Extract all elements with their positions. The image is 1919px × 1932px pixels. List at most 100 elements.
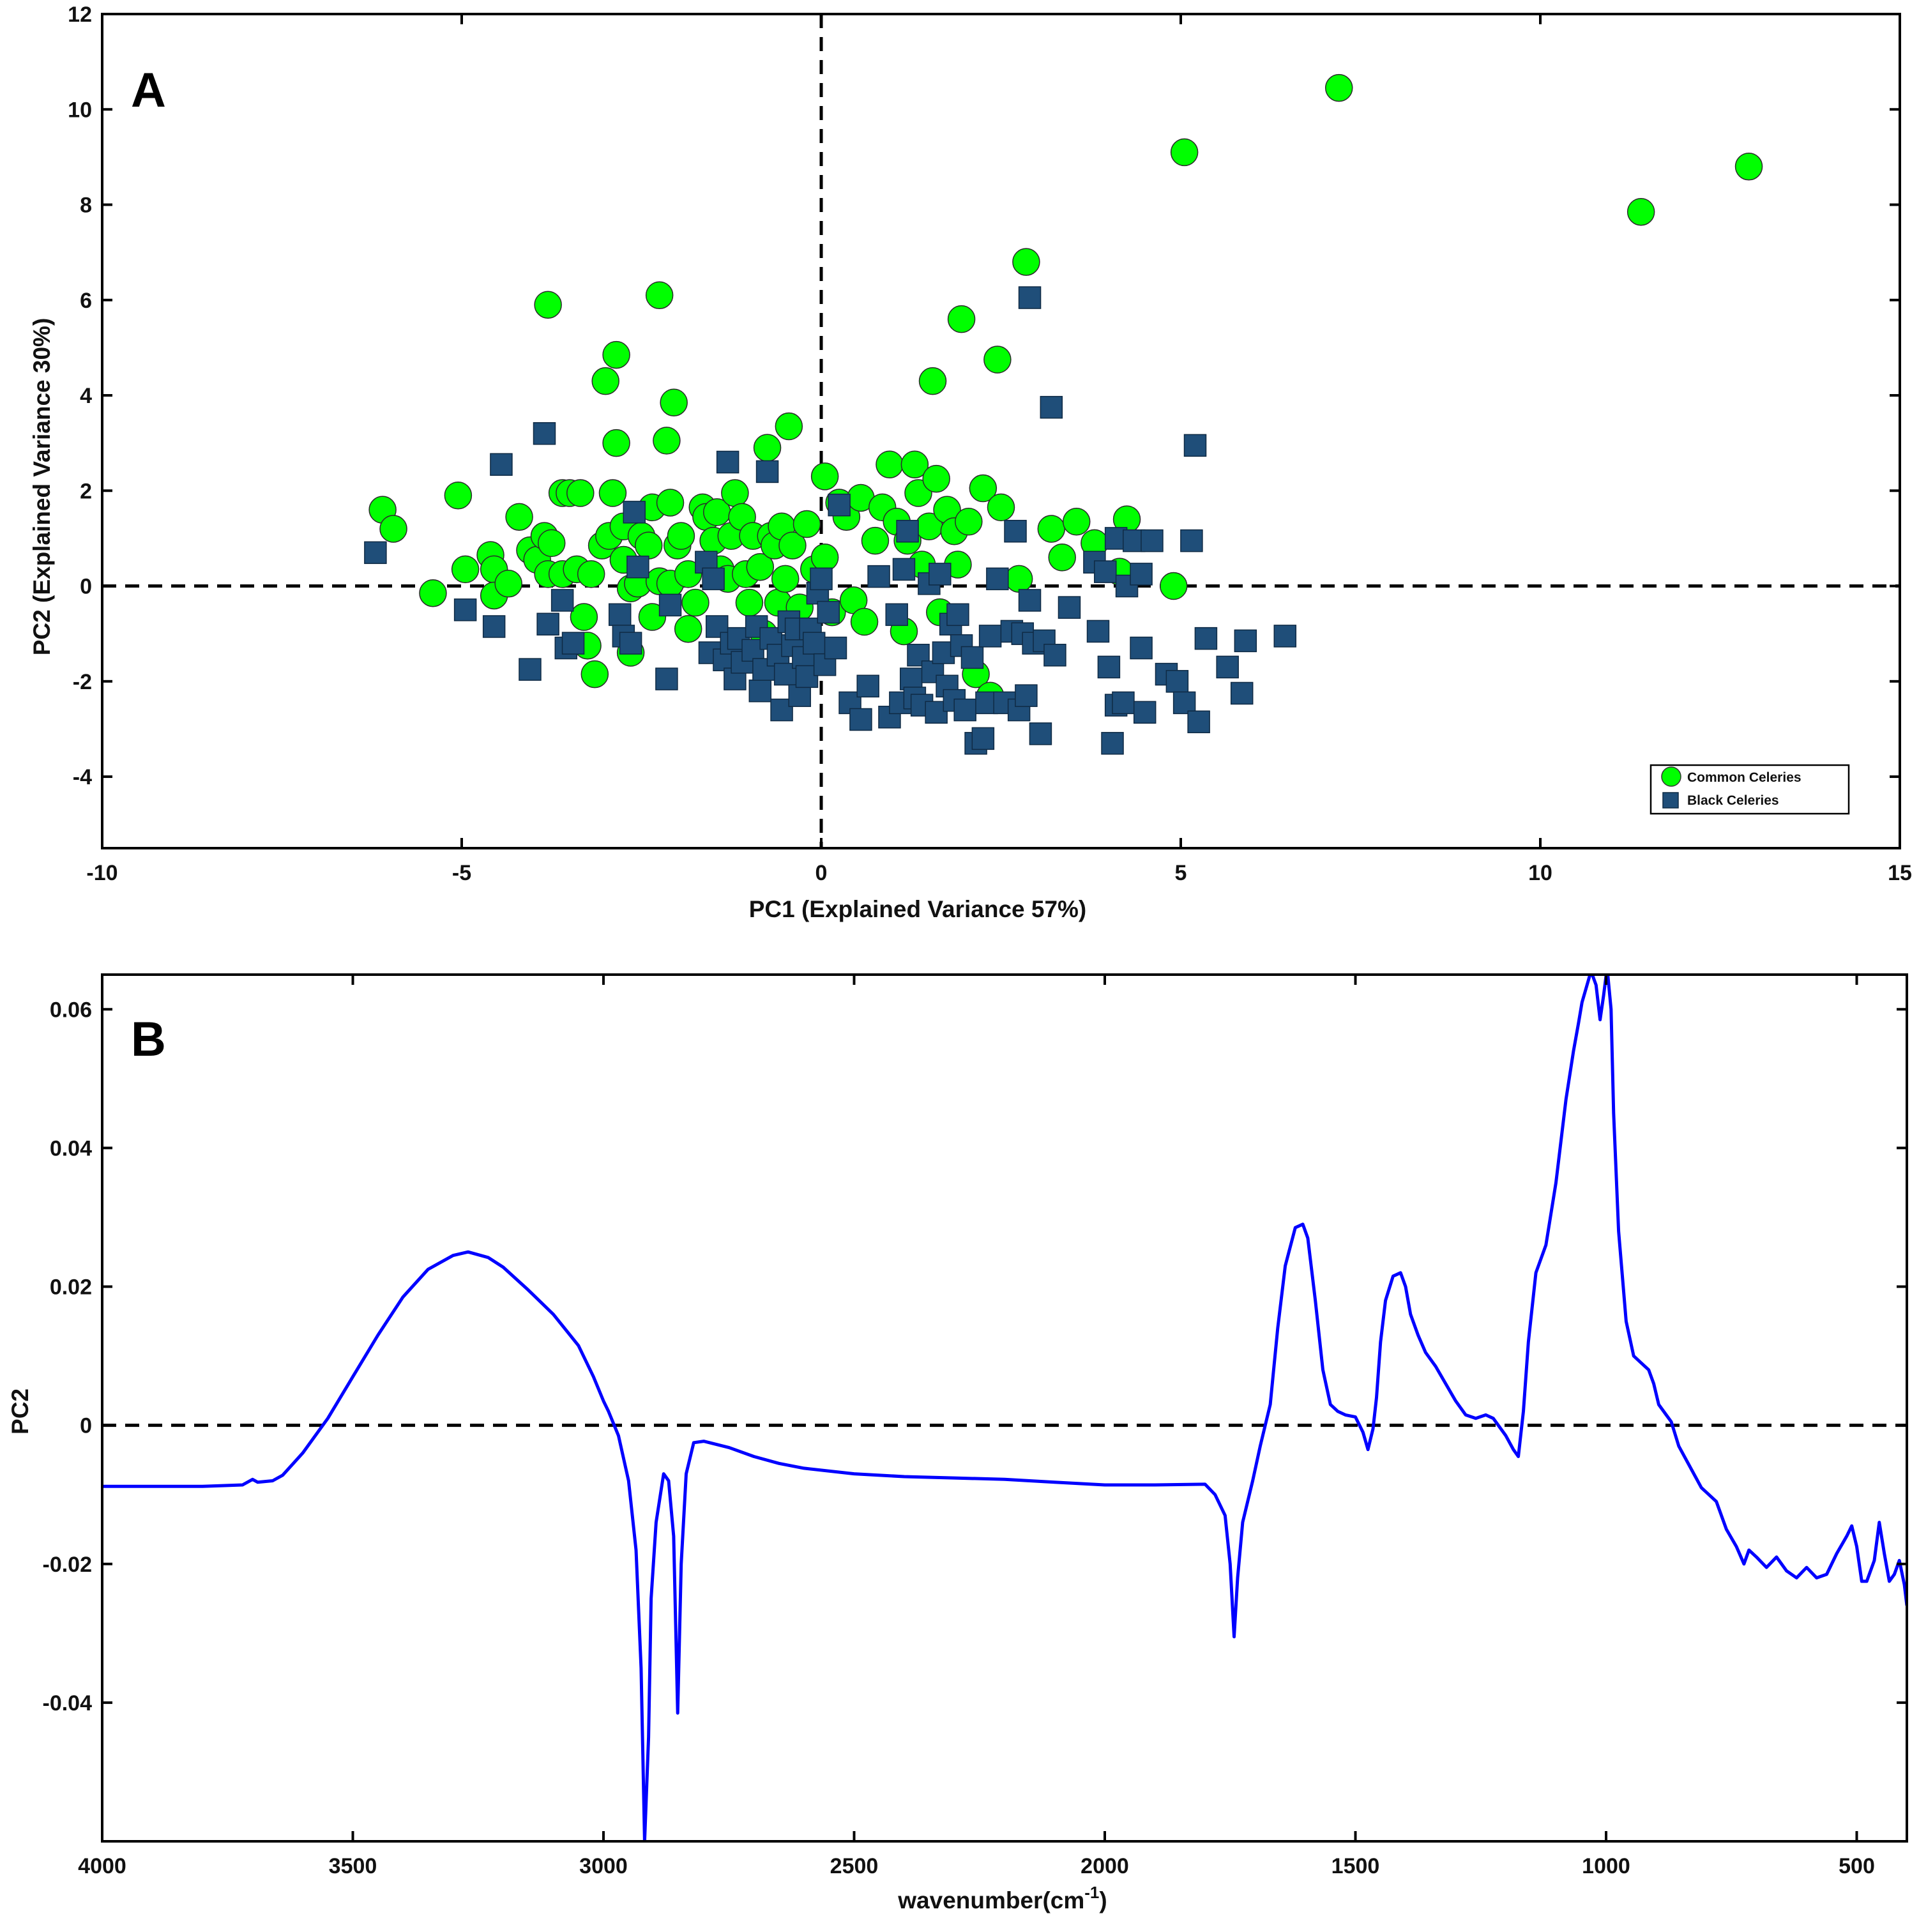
y-tick-label: 8 xyxy=(80,194,92,218)
common-celery-point xyxy=(753,434,782,462)
common-celery-point xyxy=(681,588,709,617)
x-label-close: ) xyxy=(1099,1887,1107,1913)
x-tick-label: 2000 xyxy=(1081,1854,1129,1878)
legend-black-celeries-label: Black Celeries xyxy=(1687,793,1779,808)
legend-common-celeries-label: Common Celeries xyxy=(1687,770,1801,785)
black-celery-point xyxy=(1172,691,1196,715)
common-celery-point xyxy=(494,570,522,598)
common-celery-point xyxy=(645,281,674,310)
black-celery-point xyxy=(788,684,811,707)
black-celery-point xyxy=(1165,670,1189,693)
x-tick-label: 3000 xyxy=(579,1854,628,1878)
y-tick-label: 0.02 xyxy=(50,1275,92,1300)
y-tick-label: 10 xyxy=(68,98,92,122)
black-celery-point xyxy=(885,603,908,627)
common-celery-point xyxy=(577,560,605,588)
black-celery-point xyxy=(953,698,976,722)
black-celery-point xyxy=(971,727,995,750)
common-celery-point xyxy=(667,522,695,550)
legend-black-celeries-marker xyxy=(1662,792,1679,809)
common-celery-point xyxy=(1037,515,1066,543)
panel-b-line-plot: 4000 3500 3000 2500 2000 1500 1000 500 -0.04 -0.0… xyxy=(7,973,1908,1913)
black-celery-point xyxy=(1234,629,1257,653)
black-celery-point xyxy=(1183,434,1207,457)
legend-common-celeries-marker xyxy=(1661,766,1681,787)
panel-a-axis-ticks: -10 -5 0 5 10 15 -4 -2 0 2 4 6 8 10 12 xyxy=(68,3,1912,885)
common-celery-point xyxy=(1005,565,1033,593)
black-celery-point xyxy=(608,603,632,627)
common-celery-point xyxy=(534,291,562,319)
black-celery-point xyxy=(1029,722,1052,745)
black-celery-point xyxy=(453,598,477,621)
common-celery-point xyxy=(1324,73,1353,102)
panel-a-y-axis-label: PC2 (Explained Variance 30%) xyxy=(29,318,55,656)
common-celery-point xyxy=(775,412,803,441)
black-celery-point xyxy=(978,625,1002,648)
x-tick-label: 10 xyxy=(1528,861,1552,885)
black-celery-point xyxy=(1273,625,1297,648)
black-celery-point xyxy=(802,632,826,655)
common-celery-point xyxy=(1627,197,1655,226)
common-celery-point xyxy=(721,479,749,507)
common-celery-point xyxy=(674,614,702,643)
black-celery-point xyxy=(1018,286,1042,309)
common-celery-point xyxy=(900,450,929,478)
black-celery-point xyxy=(490,453,513,476)
x-tick-label: -10 xyxy=(86,861,118,885)
y-tick-label: 0.04 xyxy=(50,1136,92,1160)
legend-box xyxy=(1650,764,1850,815)
black-celery-point xyxy=(748,679,772,703)
black-celery-point xyxy=(849,708,872,731)
common-celery-point xyxy=(1159,572,1188,600)
panel-b-letter: B xyxy=(131,1012,166,1067)
black-celery-point xyxy=(986,567,1009,591)
black-celery-point xyxy=(619,632,642,655)
panel-b-x-axis-label: wavenumber(cm-1) xyxy=(897,1883,1107,1913)
x-tick-label: 1000 xyxy=(1582,1854,1630,1878)
common-celery-point xyxy=(660,388,688,416)
black-celery-point xyxy=(482,615,506,638)
black-celery-point xyxy=(1101,732,1124,755)
black-celery-point xyxy=(536,612,559,635)
black-celery-point xyxy=(1018,589,1042,612)
common-celery-point xyxy=(505,503,533,531)
y-tick-label: -2 xyxy=(73,670,92,694)
black-celery-point xyxy=(896,519,919,543)
x-tick-label: 1500 xyxy=(1331,1854,1380,1878)
common-celery-point xyxy=(591,367,619,395)
common-celery-point xyxy=(379,515,407,543)
common-celery-point xyxy=(635,531,663,559)
common-celery-point xyxy=(570,603,598,631)
common-celery-point xyxy=(1048,544,1076,572)
common-celery-point xyxy=(656,489,685,517)
black-celery-point xyxy=(1015,684,1038,707)
black-celery-point xyxy=(1004,519,1027,543)
black-celery-point xyxy=(1058,596,1081,619)
black-celery-point xyxy=(623,501,646,524)
common-celery-point xyxy=(735,588,764,617)
black-celery-point xyxy=(561,632,585,655)
black-celery-point xyxy=(519,658,542,681)
y-tick-label: 4 xyxy=(80,384,92,408)
black-celery-point xyxy=(1187,710,1210,733)
black-celery-point xyxy=(1141,529,1164,552)
panel-a-plot-frame xyxy=(101,13,1901,849)
common-celery-point xyxy=(444,481,473,510)
common-celery-point xyxy=(598,479,627,507)
y-tick-label: 6 xyxy=(80,289,92,313)
common-celery-point xyxy=(1062,508,1091,536)
black-celery-point xyxy=(867,565,890,588)
panel-b-axis-ticks: 4000 3500 3000 2500 2000 1500 1000 500 -0.04 -0.0… xyxy=(43,975,1907,1878)
x-tick-label: 500 xyxy=(1839,1854,1875,1878)
common-celery-point xyxy=(850,607,879,636)
black-celery-point xyxy=(1130,563,1153,586)
black-celery-point xyxy=(626,555,649,579)
black-celery-point xyxy=(1194,627,1218,650)
common-celery-point xyxy=(778,531,807,559)
panel-a-legend: Common Celeries Black Celeries xyxy=(1650,764,1850,815)
black-celery-point xyxy=(655,667,678,690)
common-celery-point xyxy=(922,464,950,493)
black-celery-point xyxy=(900,667,923,690)
black-celery-point xyxy=(1130,636,1153,660)
black-celery-point xyxy=(1180,529,1203,552)
